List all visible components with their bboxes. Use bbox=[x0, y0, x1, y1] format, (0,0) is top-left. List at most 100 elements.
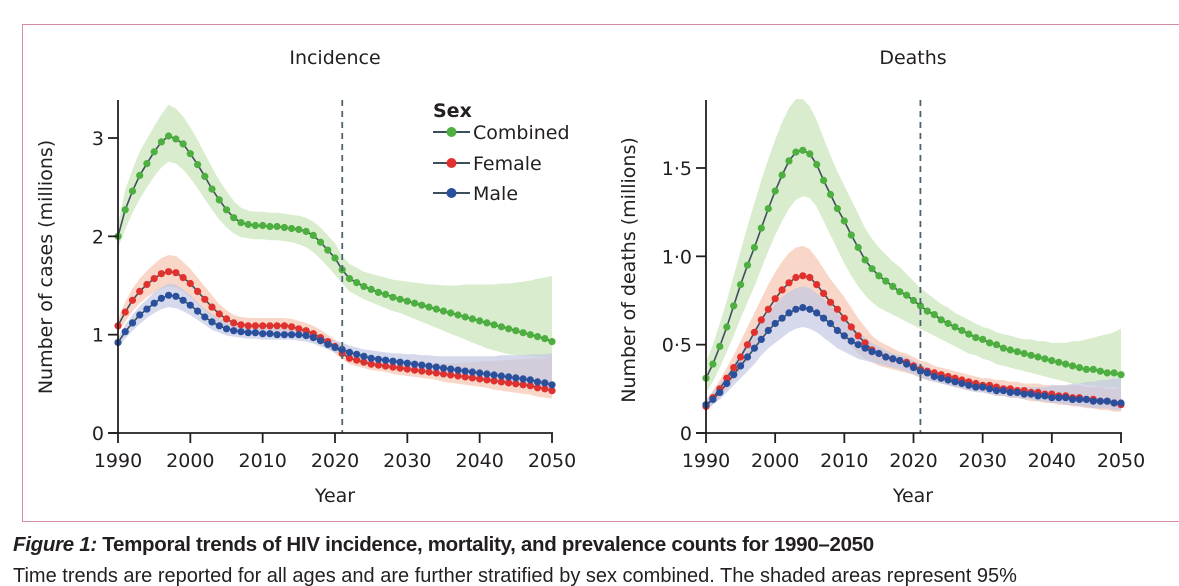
point-combined-2044 bbox=[505, 325, 513, 333]
point-male-2039 bbox=[1041, 392, 1049, 400]
point-male-2044 bbox=[505, 373, 513, 381]
point-male-2022 bbox=[345, 348, 354, 356]
point-male-1992 bbox=[716, 388, 724, 396]
point-female-2006 bbox=[813, 281, 821, 289]
point-combined-2037 bbox=[1027, 351, 1035, 359]
point-female-1992 bbox=[128, 296, 137, 304]
point-male-2009 bbox=[833, 326, 842, 335]
point-female-2003 bbox=[208, 303, 216, 311]
point-female-1997 bbox=[165, 268, 173, 276]
point-male-2032 bbox=[418, 361, 426, 369]
point-combined-2028 bbox=[965, 330, 973, 338]
ui-band-combined bbox=[706, 99, 1121, 393]
incidence-points bbox=[114, 132, 556, 395]
point-combined-2042 bbox=[490, 321, 498, 329]
y-tick-label: 2 bbox=[92, 226, 104, 248]
point-female-2009 bbox=[833, 305, 842, 313]
point-male-1991 bbox=[121, 328, 129, 336]
point-male-2015 bbox=[295, 331, 303, 339]
point-male-2041 bbox=[483, 370, 491, 378]
point-female-2004 bbox=[799, 272, 807, 280]
point-combined-1999 bbox=[764, 205, 772, 213]
point-female-2047 bbox=[526, 382, 534, 390]
point-male-2042 bbox=[490, 371, 498, 379]
point-male-2021 bbox=[338, 345, 346, 353]
point-male-2043 bbox=[497, 372, 505, 380]
point-male-2045 bbox=[512, 374, 520, 382]
point-male-2029 bbox=[396, 358, 404, 366]
point-female-1997 bbox=[750, 328, 759, 336]
point-male-1997 bbox=[165, 291, 173, 299]
deaths-axes: 0 0·5 1·0 1·5 1990 2000 2010 2020 2030 2040 2050 bbox=[662, 100, 1145, 472]
point-male-2035 bbox=[1013, 388, 1021, 396]
legend-marker-female bbox=[446, 158, 457, 168]
point-combined-2027 bbox=[958, 326, 966, 335]
point-combined-2050 bbox=[548, 338, 556, 346]
point-male-2047 bbox=[1096, 397, 1104, 405]
point-combined-2020 bbox=[331, 254, 339, 262]
point-male-1998 bbox=[172, 292, 180, 300]
legend-title: Sex bbox=[433, 100, 472, 122]
point-male-2013 bbox=[280, 331, 288, 339]
point-combined-2004 bbox=[799, 146, 807, 154]
point-combined-2011 bbox=[266, 222, 274, 231]
point-combined-2006 bbox=[813, 160, 821, 169]
point-male-1994 bbox=[730, 371, 738, 379]
point-combined-2047 bbox=[526, 331, 534, 339]
point-male-2007 bbox=[820, 314, 828, 322]
point-female-1995 bbox=[737, 353, 745, 361]
point-combined-2044 bbox=[1075, 364, 1084, 372]
point-combined-1996 bbox=[157, 138, 165, 146]
point-male-2049 bbox=[1110, 399, 1118, 407]
point-combined-2040 bbox=[476, 317, 484, 325]
point-combined-2038 bbox=[461, 313, 469, 321]
point-male-2025 bbox=[367, 354, 375, 362]
point-male-2029 bbox=[972, 383, 980, 391]
point-combined-1997 bbox=[165, 132, 173, 140]
point-male-2031 bbox=[411, 360, 419, 368]
point-combined-2005 bbox=[222, 206, 231, 214]
point-female-2046 bbox=[519, 381, 527, 389]
point-combined-2010 bbox=[259, 221, 267, 230]
point-male-2048 bbox=[1103, 397, 1111, 405]
point-male-1996 bbox=[743, 353, 752, 361]
point-combined-2021 bbox=[916, 302, 925, 310]
point-combined-2035 bbox=[439, 307, 448, 315]
caption-title: Temporal trends of HIV incidence, mortal… bbox=[102, 533, 874, 556]
point-combined-2001 bbox=[778, 171, 786, 179]
point-combined-2040 bbox=[1048, 357, 1056, 365]
point-male-1993 bbox=[723, 379, 731, 388]
point-combined-1992 bbox=[716, 342, 724, 350]
point-combined-2039 bbox=[468, 315, 476, 323]
legend-item-male: Male bbox=[433, 183, 518, 205]
point-combined-2031 bbox=[411, 299, 419, 307]
deaths-ylabel: Number of deaths (millions) bbox=[618, 137, 640, 403]
point-combined-2016 bbox=[302, 227, 310, 235]
point-female-2034 bbox=[432, 369, 440, 377]
point-combined-1997 bbox=[750, 243, 759, 252]
point-male-2034 bbox=[432, 363, 440, 371]
point-female-2002 bbox=[201, 295, 209, 303]
y-tick-label: 1·0 bbox=[662, 246, 692, 268]
legend-label-female: Female bbox=[473, 153, 542, 175]
ui-band-female bbox=[706, 245, 1121, 412]
point-combined-2029 bbox=[396, 295, 404, 303]
point-combined-1992 bbox=[128, 187, 137, 195]
point-male-2030 bbox=[979, 383, 987, 391]
point-combined-1999 bbox=[179, 140, 187, 148]
point-male-1996 bbox=[157, 294, 165, 302]
point-combined-2048 bbox=[1103, 369, 1111, 377]
point-combined-2033 bbox=[425, 303, 433, 311]
point-combined-2048 bbox=[533, 333, 542, 341]
point-female-2029 bbox=[396, 364, 404, 372]
ui-band-male bbox=[118, 283, 552, 390]
point-male-2036 bbox=[1020, 390, 1028, 398]
point-male-2008 bbox=[826, 319, 835, 328]
point-combined-1991 bbox=[709, 360, 717, 368]
point-combined-1995 bbox=[737, 281, 745, 289]
point-male-2000 bbox=[771, 319, 779, 328]
point-male-2004 bbox=[215, 322, 223, 330]
point-combined-2000 bbox=[771, 187, 779, 195]
point-male-1995 bbox=[150, 299, 158, 307]
point-male-2009 bbox=[251, 329, 259, 337]
